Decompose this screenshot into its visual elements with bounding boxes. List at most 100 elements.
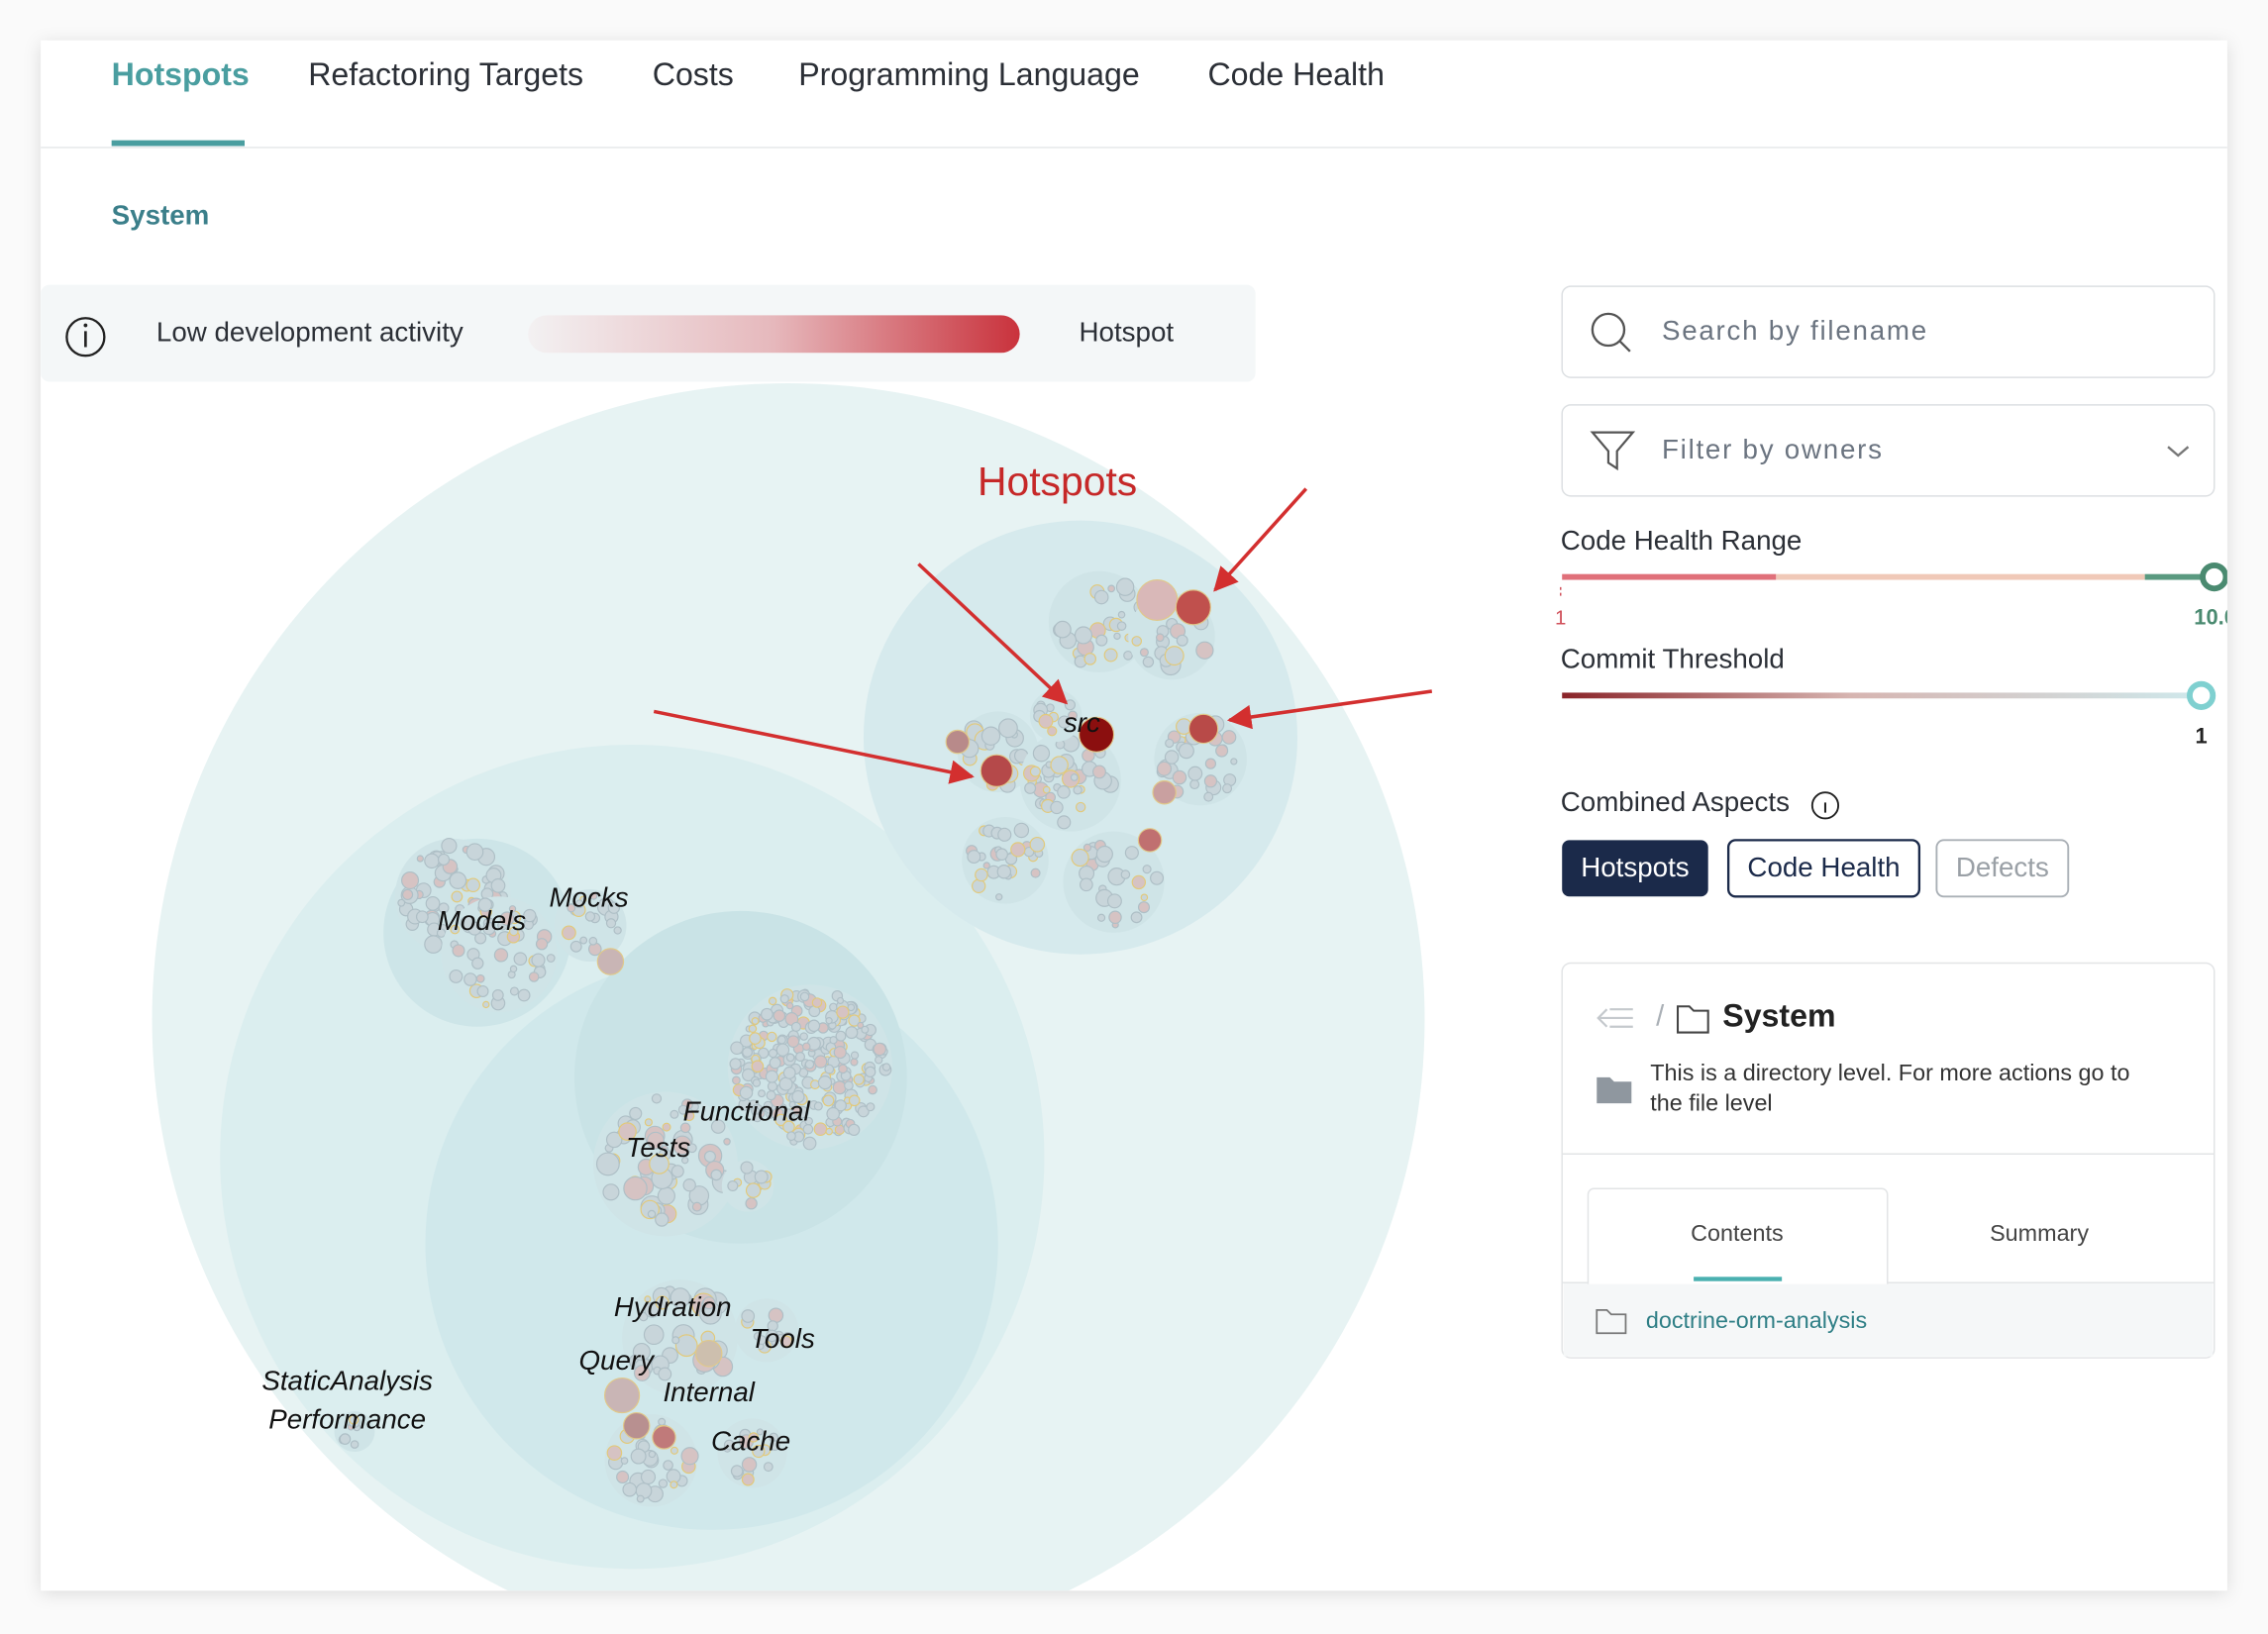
file-circle[interactable] <box>1150 870 1165 885</box>
hotspot-circle[interactable] <box>1136 578 1179 621</box>
file-circle[interactable] <box>589 891 598 900</box>
file-circle[interactable] <box>349 1414 360 1425</box>
file-circle[interactable] <box>768 1048 778 1059</box>
nav-tab[interactable]: Costs <box>653 56 734 92</box>
file-circle[interactable] <box>861 1025 870 1034</box>
file-circle[interactable] <box>670 1446 678 1455</box>
file-circle[interactable] <box>415 910 429 924</box>
file-circle[interactable] <box>509 986 519 996</box>
file-circle[interactable] <box>1164 750 1180 765</box>
file-circle[interactable] <box>751 1017 760 1025</box>
file-circle[interactable] <box>1164 646 1185 666</box>
file-circle[interactable] <box>1057 815 1072 830</box>
file-circle[interactable] <box>658 1367 672 1381</box>
file-circle[interactable] <box>1221 730 1237 745</box>
file-circle[interactable] <box>1155 633 1165 643</box>
file-circle[interactable] <box>982 862 990 869</box>
aspect-button[interactable] <box>1726 839 1921 898</box>
file-circle[interactable] <box>782 1066 796 1079</box>
file-circle[interactable] <box>1140 893 1149 902</box>
file-circle[interactable] <box>1142 865 1152 874</box>
aspect-button[interactable] <box>1562 840 1708 897</box>
search-box[interactable] <box>1561 285 2216 378</box>
file-circle[interactable] <box>1222 783 1233 794</box>
file-circle[interactable] <box>640 1469 657 1484</box>
file-circle[interactable] <box>602 1183 620 1201</box>
file-circle[interactable] <box>813 1122 828 1137</box>
hotspot-circle[interactable] <box>622 1412 651 1440</box>
file-circle[interactable] <box>1120 869 1131 879</box>
file-circle[interactable] <box>844 1080 854 1091</box>
file-circle[interactable] <box>607 901 621 914</box>
file-circle[interactable] <box>1057 785 1071 799</box>
file-circle[interactable] <box>509 965 518 973</box>
file-circle[interactable] <box>438 902 450 914</box>
hotspot-circle[interactable] <box>652 1425 676 1450</box>
file-circle[interactable] <box>741 1473 755 1486</box>
file-circle[interactable] <box>1095 845 1113 864</box>
file-circle[interactable] <box>995 848 1008 862</box>
file-circle[interactable] <box>436 928 447 938</box>
file-circle[interactable] <box>691 1201 702 1212</box>
file-circle[interactable] <box>751 1060 765 1073</box>
file-circle[interactable] <box>670 1165 684 1178</box>
file-circle[interactable] <box>732 1075 741 1085</box>
file-circle[interactable] <box>785 1053 795 1063</box>
file-circle[interactable] <box>632 1343 651 1362</box>
file-circle[interactable] <box>997 827 1012 842</box>
file-circle[interactable] <box>1095 634 1108 647</box>
file-circle[interactable] <box>1083 653 1097 665</box>
file-circle[interactable] <box>584 911 596 922</box>
file-circle[interactable] <box>811 997 823 1008</box>
file-circle[interactable] <box>425 895 441 911</box>
file-circle[interactable] <box>967 850 981 865</box>
info-icon[interactable] <box>65 317 106 357</box>
file-circle[interactable] <box>757 1335 768 1346</box>
back-icon[interactable] <box>1597 1008 1633 1028</box>
file-circle[interactable] <box>574 899 584 909</box>
file-circle[interactable] <box>618 1122 637 1141</box>
file-circle[interactable] <box>622 1481 638 1497</box>
file-circle[interactable] <box>460 915 475 931</box>
file-circle[interactable] <box>1029 836 1046 853</box>
file-circle[interactable] <box>801 1042 811 1052</box>
file-circle[interactable] <box>813 1101 823 1111</box>
file-circle[interactable] <box>1115 577 1135 596</box>
file-circle[interactable] <box>1187 766 1203 781</box>
file-circle[interactable] <box>727 1179 739 1192</box>
file-circle[interactable] <box>677 1104 688 1115</box>
file-circle[interactable] <box>768 996 777 1006</box>
file-circle[interactable] <box>848 1094 861 1107</box>
file-circle[interactable] <box>639 1311 649 1322</box>
file-circle[interactable] <box>474 932 487 945</box>
file-circle[interactable] <box>1030 868 1041 878</box>
file-circle[interactable] <box>832 1080 847 1095</box>
subtab-label[interactable]: Summary <box>1990 1220 2089 1246</box>
file-circle[interactable] <box>749 1032 762 1045</box>
slider-handle[interactable] <box>2200 562 2227 592</box>
file-circle[interactable] <box>670 1287 691 1308</box>
file-circle[interactable] <box>1172 769 1187 785</box>
file-circle[interactable] <box>588 936 598 946</box>
file-circle[interactable] <box>848 1014 861 1027</box>
file-circle[interactable] <box>644 1301 661 1318</box>
nav-tab[interactable]: Programming Language <box>798 56 1140 92</box>
file-circle[interactable] <box>833 1046 847 1060</box>
file-circle[interactable] <box>595 1152 620 1176</box>
file-circle[interactable] <box>741 1309 756 1323</box>
file-circle[interactable] <box>857 1105 870 1118</box>
file-circle[interactable] <box>703 1150 716 1163</box>
file-circle[interactable] <box>995 893 1003 901</box>
file-circle[interactable] <box>776 1035 786 1045</box>
file-circle[interactable] <box>1130 911 1143 924</box>
file-circle[interactable] <box>1178 743 1194 760</box>
file-circle[interactable] <box>465 877 480 893</box>
file-circle[interactable] <box>850 1058 859 1067</box>
file-circle[interactable] <box>605 1131 623 1149</box>
file-circle[interactable] <box>1082 843 1092 853</box>
file-circle[interactable] <box>424 935 443 954</box>
file-circle[interactable] <box>464 972 477 986</box>
file-circle[interactable] <box>649 1154 670 1174</box>
hotspot-circle[interactable] <box>1137 828 1163 853</box>
file-circle[interactable] <box>475 973 485 983</box>
